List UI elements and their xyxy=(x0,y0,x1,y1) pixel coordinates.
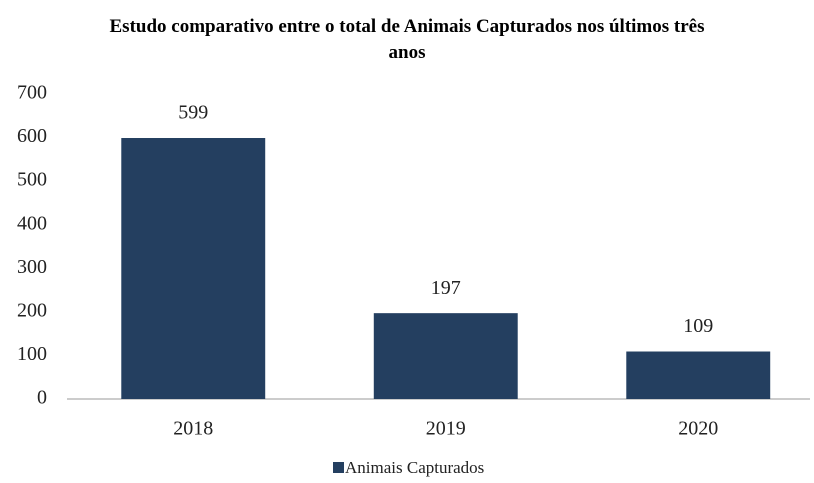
data-label: 109 xyxy=(683,315,713,337)
legend-label: Animais Capturados xyxy=(345,458,484,477)
legend-swatch xyxy=(333,462,344,473)
data-label: 599 xyxy=(178,102,208,124)
y-tick-label: 400 xyxy=(17,212,47,234)
y-tick-label: 700 xyxy=(17,82,47,104)
bar xyxy=(373,313,518,399)
y-tick-label: 0 xyxy=(37,387,47,409)
x-tick-label: 2018 xyxy=(173,418,213,440)
data-label: 197 xyxy=(431,277,461,299)
y-tick-label: 200 xyxy=(17,299,47,321)
y-tick-label: 300 xyxy=(17,256,47,278)
bar xyxy=(626,351,771,399)
x-tick-label: 2019 xyxy=(426,418,466,440)
bar xyxy=(121,138,266,399)
y-tick-label: 100 xyxy=(17,343,47,365)
x-tick-label: 2020 xyxy=(678,418,718,440)
chart-title: Estudo comparativo entre o total de Anim… xyxy=(109,16,705,63)
y-tick-label: 600 xyxy=(17,125,47,147)
y-tick-label: 500 xyxy=(17,169,47,191)
